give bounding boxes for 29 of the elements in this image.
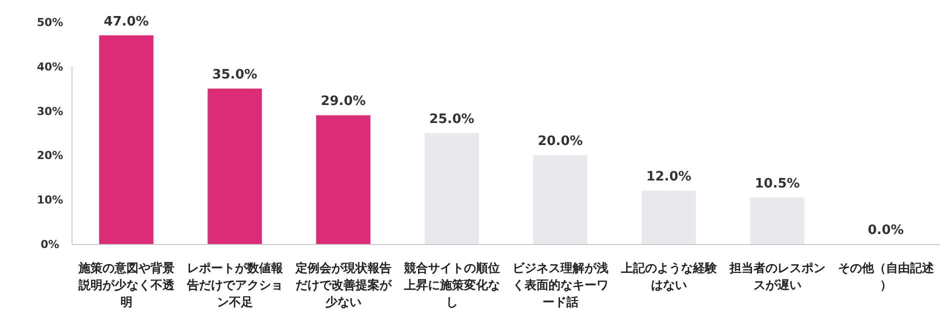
data-label: 47.0% <box>104 14 149 30</box>
x-tick-label: その他（自由記述） <box>838 261 935 292</box>
bar <box>208 88 262 244</box>
bar <box>642 190 696 244</box>
x-tick-label: 競合サイトの順位上昇に施策変化なし <box>402 261 500 309</box>
bar <box>316 115 370 244</box>
y-tick-label: 0% <box>40 238 60 251</box>
x-tick-label: レポートが数値報告だけでアクション不足 <box>186 261 284 309</box>
data-label: 29.0% <box>320 94 366 110</box>
data-label: 25.0% <box>429 112 474 127</box>
x-tick-label: 定例会が現状報告だけで改善提案が少ない <box>294 261 392 309</box>
y-tick-label: 50% <box>36 16 64 29</box>
data-label: 35.0% <box>212 68 258 83</box>
x-tick-label: 担当者のレスポンスが遅い <box>728 261 826 292</box>
y-tick-label: 30% <box>36 104 64 118</box>
bar <box>424 133 479 244</box>
data-label: 0.0% <box>868 223 904 238</box>
x-tick-label: 上記のような経験はない <box>620 261 718 292</box>
data-label: 10.5% <box>754 176 800 192</box>
x-tick-label: ビジネス理解が浅く表面的なキーワード話 <box>512 261 608 309</box>
data-label: 20.0% <box>538 134 583 150</box>
x-tick-label: 施策の意図や背景説明が少なく不透明 <box>77 261 174 309</box>
data-label: 12.0% <box>646 170 692 185</box>
y-tick-label: 10% <box>36 194 64 207</box>
bar <box>750 197 804 244</box>
y-tick-label: 20% <box>36 149 64 162</box>
y-tick-label: 40% <box>36 60 64 74</box>
bar <box>99 35 154 244</box>
bar <box>533 155 588 244</box>
